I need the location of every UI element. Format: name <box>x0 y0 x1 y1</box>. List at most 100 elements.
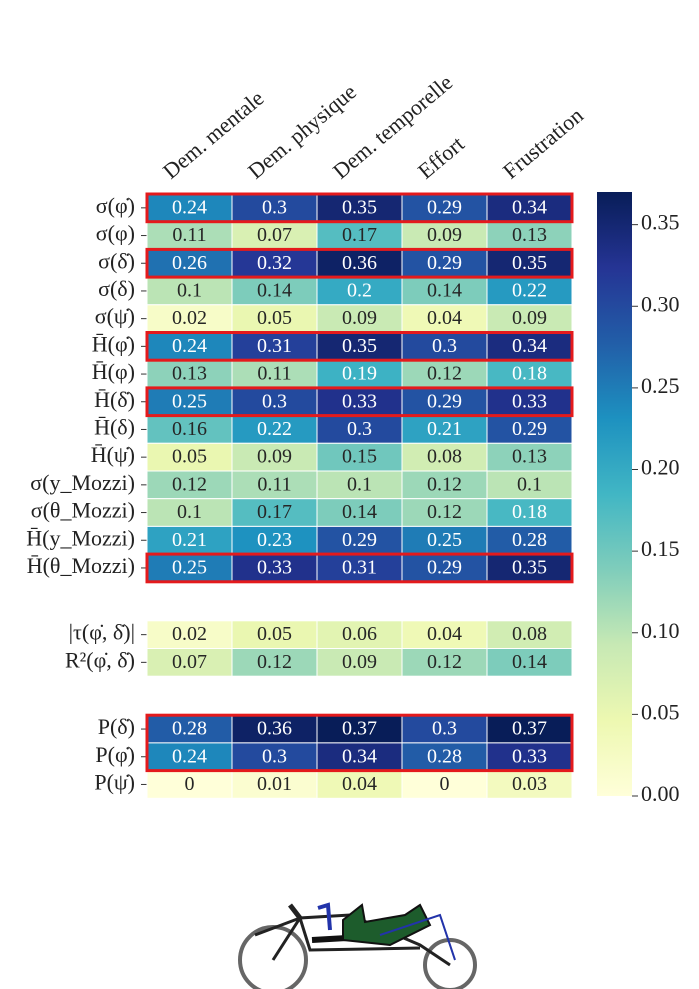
cell-label: 0.24 <box>172 335 207 357</box>
heatmap-cell <box>316 387 403 417</box>
cell-label: 0.22 <box>257 418 292 440</box>
cell-label: 0.24 <box>172 196 207 218</box>
heatmap-cell <box>146 742 233 772</box>
heatmap-cell <box>146 248 233 278</box>
cell-label: 0.12 <box>427 473 462 495</box>
colorbar-tick-label: 0.10 <box>641 618 680 643</box>
heatmap-cell <box>486 276 573 306</box>
cell-label: 0.1 <box>177 280 202 302</box>
heatmap-cell <box>486 742 573 772</box>
cell-label: 0.25 <box>172 390 207 412</box>
cell-label: 0.34 <box>512 196 547 218</box>
cell-label: 0.37 <box>512 718 547 740</box>
cell-label: 0.35 <box>342 335 377 357</box>
cell-label: 0.08 <box>512 623 547 645</box>
cell-label: 0.12 <box>427 363 462 385</box>
heatmap-cell <box>486 304 573 333</box>
cell-label: 0.14 <box>427 280 462 302</box>
colorbar-tick-label: 0.30 <box>641 291 680 316</box>
cell-label: 0.25 <box>172 557 207 579</box>
cell-label: 0.14 <box>257 280 292 302</box>
cell-label: 0.01 <box>257 773 292 795</box>
column-label: Frustration <box>498 102 588 183</box>
column-label: Effort <box>413 131 469 184</box>
heatmap-cell <box>401 498 488 527</box>
cell-label: 0.22 <box>512 280 547 302</box>
cell-label: 0.21 <box>427 418 462 440</box>
cell-label: 0.37 <box>342 718 377 740</box>
cell-label: 0.36 <box>342 252 377 274</box>
cell-label: 0.35 <box>512 252 547 274</box>
cell-label: 0.12 <box>172 473 207 495</box>
highlight-box <box>145 331 574 362</box>
highlight-box <box>145 713 574 773</box>
cell-label: 0.09 <box>257 446 292 468</box>
cell-label: 0.31 <box>257 335 292 357</box>
cell-label: 0.34 <box>512 335 547 357</box>
heatmap-cell <box>401 525 488 555</box>
colorbar-tick-label: 0.00 <box>641 781 680 806</box>
heatmap-cell <box>316 276 403 306</box>
row-label: σ(ψ̇) <box>95 304 135 329</box>
colorbar <box>597 192 632 796</box>
row-label: |τ(φ̇, δ̇)| <box>69 620 135 645</box>
row-label: σ(θ_Mozzi) <box>31 498 135 523</box>
cell-label: 0.26 <box>172 252 207 274</box>
cell-label: 0.12 <box>257 651 292 673</box>
cell-label: 0.25 <box>427 529 462 551</box>
heatmap-cell <box>316 304 403 333</box>
row-label: R²(φ̇, δ̇) <box>65 647 135 672</box>
cell-label: 0.08 <box>427 446 462 468</box>
highlight-box <box>145 192 574 224</box>
row-label: H̄(δ̇) <box>94 387 135 412</box>
cell-label: 0.17 <box>257 501 292 523</box>
heatmap-cell <box>231 387 318 417</box>
cell-label: 0.17 <box>342 224 377 246</box>
cell-label: 0.35 <box>342 196 377 218</box>
heatmap-cell <box>231 648 318 677</box>
heatmap-cell <box>231 714 318 744</box>
heatmap-cell <box>231 553 318 583</box>
cell-label: 0.21 <box>172 529 207 551</box>
cell-label: 0.09 <box>342 651 377 673</box>
heatmap-cell <box>231 770 318 799</box>
row-label: P(ψ̇) <box>94 769 135 794</box>
row-label: σ(φ̇) <box>96 193 135 218</box>
colorbar-tick-label: 0.20 <box>641 455 680 480</box>
row-label: P(δ̇) <box>98 714 135 739</box>
row-label: H̄(φ) <box>92 359 135 384</box>
highlight-box <box>145 386 574 418</box>
row-label: H̄(θ_Mozzi) <box>27 553 135 578</box>
row-label: σ(δ) <box>98 276 135 301</box>
cell-label: 0.11 <box>257 363 291 385</box>
heatmap-cell <box>146 620 233 649</box>
cell-label: 0.32 <box>257 252 292 274</box>
cell-label: 0.04 <box>427 307 462 329</box>
cell-label: 0.29 <box>427 196 462 218</box>
cell-label: 0.14 <box>342 501 377 523</box>
colorbar-tick-label: 0.25 <box>641 373 680 398</box>
cell-label: 0.28 <box>172 718 207 740</box>
heatmap-cell <box>486 387 573 417</box>
cell-label: 0.12 <box>427 651 462 673</box>
cell-label: 0.31 <box>342 557 377 579</box>
heatmap-cell <box>231 742 318 772</box>
cell-label: 0.16 <box>172 418 207 440</box>
heatmap-cell <box>486 714 573 744</box>
heatmap-cell <box>486 498 573 527</box>
colorbar-tick-label: 0.15 <box>641 536 680 561</box>
heatmap-cell <box>146 304 233 333</box>
heatmap-cell <box>316 620 403 649</box>
cell-label: 0.33 <box>257 557 292 579</box>
cell-label: 0.09 <box>512 307 547 329</box>
cell-label: 0.12 <box>427 501 462 523</box>
cell-label: 0.28 <box>427 745 462 767</box>
heatmap-cell <box>231 470 318 500</box>
heatmap-cell <box>146 442 233 472</box>
cell-label: 0.3 <box>432 335 457 357</box>
cell-label: 0.09 <box>342 307 377 329</box>
cell-label: 0.2 <box>347 280 372 302</box>
heatmap-cell <box>146 193 233 223</box>
heatmap-cell <box>486 770 573 799</box>
